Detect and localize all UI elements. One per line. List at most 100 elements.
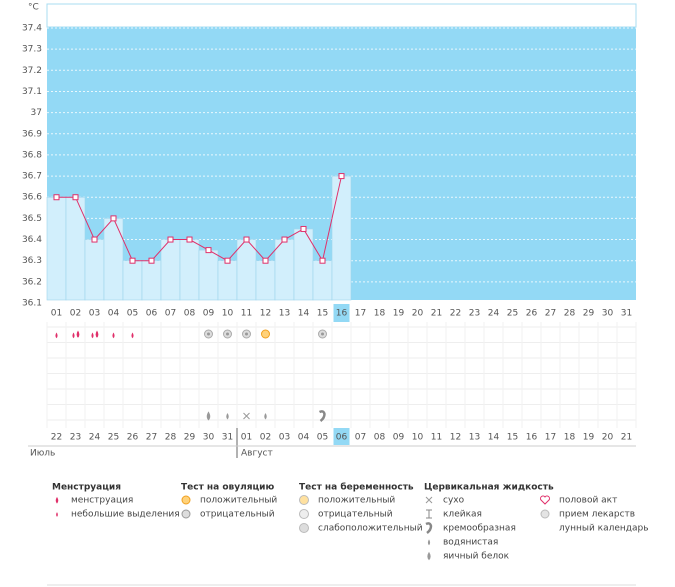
x-tick-label: 07 [165,309,176,319]
legend-item: небольшие выделения [71,510,180,520]
x-tick-label: 16 [336,309,348,319]
x-tick-label: 11 [241,309,252,319]
date-label: 08 [374,433,386,443]
y-tick-label: 36.8 [22,150,42,160]
x-tick-label: 22 [450,309,461,319]
marker [281,236,288,243]
x-tick-label: 30 [602,309,614,319]
dry-icon [243,412,250,420]
legend-item: яичный белок [443,552,510,562]
marker [110,215,117,222]
cream-icon [318,410,326,422]
month-label: Август [241,449,273,459]
legend-title: Тест на беременность [299,482,414,493]
legend-item: слабоположительный [318,524,423,534]
legend-icon [541,523,546,533]
x-tick-label: 15 [317,309,328,319]
y-tick-label: 37.4 [22,24,42,34]
x-tick-label: 21 [431,309,442,319]
date-label: 04 [298,433,310,443]
y-tick-label: 36.5 [22,214,42,224]
drop-icon [131,332,134,339]
legend-item: лунный календарь [559,524,649,534]
drop-icon [264,413,267,420]
drop-icon [72,332,75,339]
marker [53,194,60,201]
date-label: 05 [317,433,328,443]
legend-icon [299,523,309,533]
y-tick-label: 36.7 [22,172,42,182]
legend-item: половой акт [559,496,617,506]
marker [72,194,79,201]
marker [262,257,269,264]
y-tick-label: 37 [31,108,42,118]
legend-icon [425,522,433,534]
bar [331,175,352,301]
legend-icon [426,509,432,519]
date-label: 24 [89,433,101,443]
legend-item: отрицательный [200,510,275,520]
x-tick-label: 09 [203,309,215,319]
legend-item: клейкая [443,510,482,520]
legend-icon [299,495,309,505]
legend-icon [425,496,433,504]
y-tick-label: 36.3 [22,256,42,266]
day-highlight [333,304,350,322]
x-tick-label: 08 [184,309,196,319]
date-label: 31 [222,433,233,443]
test-dot [321,332,324,336]
date-label: 25 [108,433,119,443]
marker [205,247,212,254]
x-tick-label: 23 [469,309,480,319]
x-tick-label: 25 [507,309,518,319]
drop-icon [76,330,80,338]
drop-icon [55,496,59,504]
drop-icon [427,551,431,561]
x-tick-label: 29 [583,309,595,319]
x-tick-label: 28 [564,309,576,319]
marker [300,225,307,232]
drop-icon [206,411,211,421]
x-tick-label: 31 [621,309,632,319]
date-label: 30 [203,433,215,443]
legend-icon [540,509,550,519]
x-tick-label: 19 [393,309,405,319]
marker [91,236,98,243]
unit: °C [28,3,39,13]
test-dot [226,332,229,336]
bar [179,239,200,301]
y-tick-label: 36.9 [22,129,42,139]
marker [148,257,155,264]
drop-icon [55,332,58,339]
date-label: 23 [70,433,81,443]
x-tick-label: 12 [260,309,271,319]
marker [319,257,326,264]
y-tick-label: 37.2 [22,66,42,76]
test-dot [245,332,248,336]
date-label: 11 [431,433,442,443]
bar [84,239,105,301]
date-label: 12 [450,433,461,443]
y-tick-label: 36.1 [22,299,42,309]
x-tick-label: 10 [222,309,234,319]
legend-title: Цервикальная жидкость [424,483,554,493]
x-tick-label: 18 [374,309,386,319]
date-label: 15 [507,433,518,443]
y-tick-label: 36.4 [22,235,42,245]
legend-item: кремообразная [443,524,516,534]
y-tick-label: 37.3 [22,45,42,55]
x-tick-label: 02 [70,309,81,319]
legend-item: водянистая [443,538,498,548]
top-band [46,3,637,28]
legend-item: сухо [443,496,465,506]
drop-icon [112,332,115,339]
drop-icon [56,512,58,517]
bar [46,196,67,301]
marker [186,236,193,243]
bar [141,260,162,301]
date-label: 27 [146,433,157,443]
legend-item: положительный [318,496,395,506]
x-tick-label: 20 [412,309,424,319]
x-tick-label: 14 [298,309,310,319]
